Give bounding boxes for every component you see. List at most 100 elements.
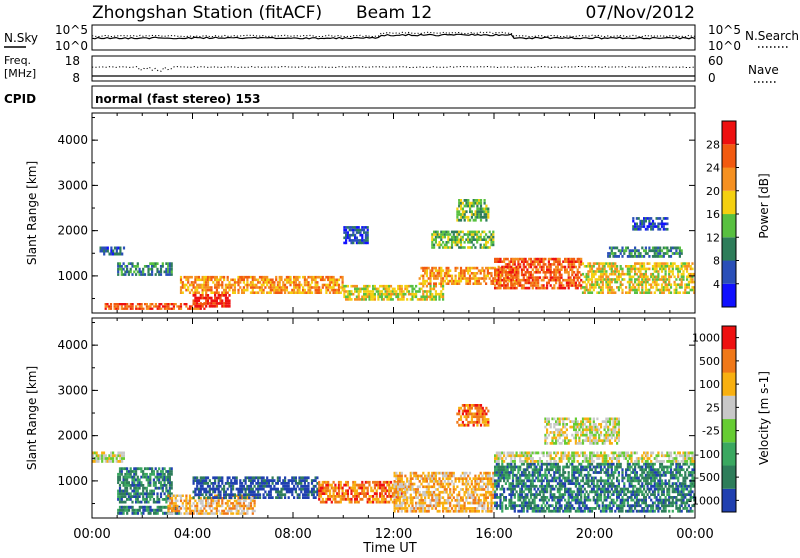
heatmap-cell — [550, 266, 552, 269]
heatmap-cell — [614, 291, 616, 294]
heatmap-cell — [645, 270, 647, 273]
heatmap-cell — [473, 219, 475, 222]
heatmap-cell — [429, 290, 431, 293]
heatmap-cell — [149, 476, 151, 479]
heatmap-cell — [198, 299, 200, 302]
heatmap-cell — [578, 282, 580, 285]
heatmap-cell — [525, 258, 527, 261]
heatmap-cell — [280, 279, 282, 282]
heatmap-cell — [221, 284, 223, 287]
heatmap-cell — [264, 496, 266, 499]
heatmap-cell — [650, 291, 652, 294]
heatmap-cell — [507, 279, 509, 282]
heatmap-cell — [501, 463, 503, 466]
heatmap-cell — [645, 249, 647, 252]
nave-right-tick-bottom: 0 — [708, 71, 716, 85]
heatmap-cell — [498, 482, 500, 485]
heatmap-cell — [198, 496, 200, 499]
heatmap-cell — [392, 298, 394, 301]
heatmap-cell — [464, 219, 466, 222]
heatmap-cell — [473, 494, 475, 497]
heatmap-cell — [268, 482, 270, 485]
heatmap-cell — [464, 275, 466, 278]
heatmap-cell — [333, 481, 335, 484]
heatmap-cell — [142, 490, 144, 493]
heatmap-cell — [645, 283, 647, 286]
heatmap-cell — [239, 286, 241, 289]
heatmap-cell — [451, 244, 453, 247]
heatmap-cell — [550, 284, 552, 287]
heatmap-cell — [207, 294, 209, 297]
heatmap-cell — [227, 279, 229, 282]
heatmap-cell — [674, 276, 676, 279]
heatmap-cell — [307, 493, 309, 496]
heatmap-cell — [395, 491, 397, 494]
heatmap-cell — [460, 219, 462, 222]
heatmap-cell — [668, 289, 670, 292]
heatmap-cell — [367, 487, 369, 490]
heatmap-cell — [252, 482, 254, 485]
heatmap-cell — [295, 281, 297, 284]
heatmap-cell — [221, 476, 223, 479]
heatmap-cell — [517, 271, 519, 274]
heatmap-cell — [446, 277, 448, 280]
heatmap-cell — [656, 268, 658, 271]
heatmap-cell — [595, 273, 597, 276]
heatmap-cell — [674, 262, 676, 265]
heatmap-cell — [207, 299, 209, 302]
heatmap-cell — [598, 265, 600, 268]
heatmap-cell — [438, 246, 440, 249]
heatmap-cell — [372, 489, 374, 492]
heatmap-cell — [225, 507, 227, 510]
heatmap-cell — [487, 210, 489, 213]
heatmap-cell — [223, 510, 225, 513]
heatmap-cell — [358, 495, 360, 498]
heatmap-cell — [243, 291, 245, 294]
heatmap-cell — [426, 480, 428, 483]
heatmap-cell — [679, 247, 681, 250]
heatmap-cell — [228, 294, 230, 297]
heatmap-cell — [648, 262, 650, 265]
heatmap-cell — [460, 415, 462, 418]
heatmap-cell — [521, 271, 523, 274]
heatmap-cell — [180, 289, 182, 292]
heatmap-cell — [284, 291, 286, 294]
heatmap-cell — [496, 488, 498, 491]
heatmap-cell — [435, 241, 437, 244]
heatmap-cell — [257, 291, 259, 294]
heatmap-cell — [525, 274, 527, 277]
heatmap-cell — [537, 279, 539, 282]
heatmap-cell — [415, 293, 417, 296]
heatmap-cell — [187, 281, 189, 284]
heatmap-cell — [227, 512, 229, 515]
heatmap-cell — [367, 242, 369, 245]
heatmap-cell — [385, 498, 387, 501]
colorbar-swatch — [722, 284, 736, 307]
heatmap-cell — [273, 479, 275, 482]
heatmap-cell — [474, 246, 476, 249]
heatmap-cell — [442, 510, 444, 513]
heatmap-cell — [413, 483, 415, 486]
heatmap-cell — [489, 246, 491, 249]
colorbar-swatch — [722, 261, 736, 284]
heatmap-cell — [458, 494, 460, 497]
colorbar-tick-label: 12 — [706, 231, 720, 244]
heatmap-cell — [223, 276, 225, 279]
heatmap-cell — [349, 237, 351, 240]
heatmap-cell — [478, 510, 480, 513]
heatmap-cell — [447, 507, 449, 510]
heatmap-cell — [525, 266, 527, 269]
heatmap-cell — [420, 496, 422, 499]
heatmap-cell — [243, 286, 245, 289]
heatmap-cell — [191, 289, 193, 292]
heatmap-cell — [302, 286, 304, 289]
heatmap-cell — [690, 265, 692, 268]
heatmap-cell — [295, 488, 297, 491]
heatmap-cell — [142, 271, 144, 274]
heatmap-cell — [449, 483, 451, 486]
heatmap-cell — [480, 199, 482, 202]
heatmap-cell — [483, 269, 485, 272]
heatmap-cell — [313, 493, 315, 496]
heatmap-cell — [440, 480, 442, 483]
heatmap-cell — [476, 205, 478, 208]
